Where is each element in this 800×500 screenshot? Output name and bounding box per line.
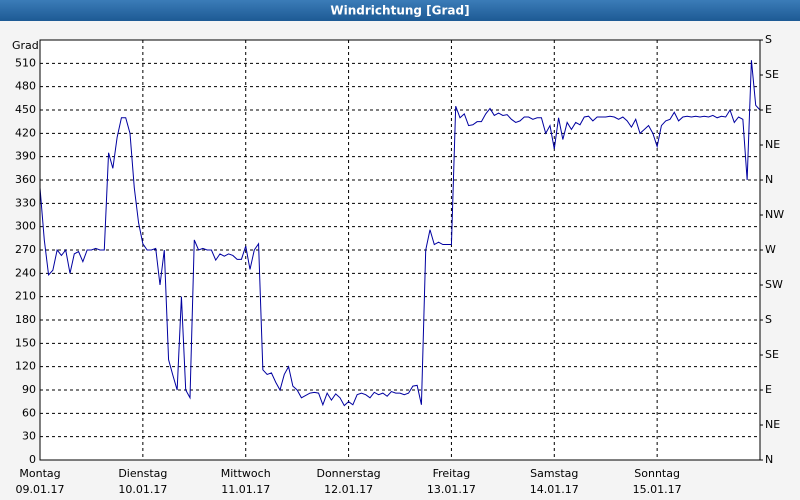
y2-tick-label: S xyxy=(765,33,772,46)
y-tick-label: 240 xyxy=(15,266,36,279)
y2-tick-label: N xyxy=(765,173,773,186)
y-tick-label: 330 xyxy=(15,196,36,209)
y-tick-label: 300 xyxy=(15,220,36,233)
x-tick-date: 14.01.17 xyxy=(530,483,579,496)
x-tick-label: Freitag xyxy=(433,467,471,480)
y2-tick-label: E xyxy=(765,103,772,116)
y2-tick-label: NE xyxy=(765,418,780,431)
y-tick-label: 150 xyxy=(15,336,36,349)
y-tick-label: 120 xyxy=(15,360,36,373)
y2-tick-label: W xyxy=(765,243,776,256)
y-tick-label: 0 xyxy=(29,453,36,466)
y-tick-label: 30 xyxy=(22,430,36,443)
y2-tick-label: S xyxy=(765,313,772,326)
y-tick-label: 480 xyxy=(15,80,36,93)
y-tick-label: 210 xyxy=(15,290,36,303)
x-tick-date: 09.01.17 xyxy=(16,483,65,496)
y-tick-label: 420 xyxy=(15,126,36,139)
y-tick-label: 390 xyxy=(15,150,36,163)
chart-title: Windrichtung [Grad] xyxy=(330,4,469,18)
x-tick-label: Donnerstag xyxy=(316,467,380,480)
x-tick-label: Samstag xyxy=(530,467,578,480)
y-tick-label: 60 xyxy=(22,406,36,419)
y-axis-label: Grad xyxy=(12,39,39,52)
title-bar xyxy=(0,0,800,21)
y2-tick-label: NW xyxy=(765,208,784,221)
y-tick-label: 90 xyxy=(22,383,36,396)
x-tick-label: Mittwoch xyxy=(221,467,271,480)
plot-border xyxy=(39,39,761,461)
x-tick-date: 11.01.17 xyxy=(221,483,270,496)
y2-tick-label: SE xyxy=(765,348,779,361)
x-tick-date: 12.01.17 xyxy=(324,483,373,496)
y2-tick-label: NE xyxy=(765,138,780,151)
y2-tick-label: SW xyxy=(765,278,783,291)
y-tick-label: 510 xyxy=(15,56,36,69)
x-tick-date: 13.01.17 xyxy=(427,483,476,496)
y-tick-label: 360 xyxy=(15,173,36,186)
x-tick-date: 10.01.17 xyxy=(118,483,167,496)
y2-tick-label: N xyxy=(765,453,773,466)
x-tick-label: Dienstag xyxy=(118,467,167,480)
x-tick-label: Sonntag xyxy=(634,467,680,480)
data-line xyxy=(39,60,761,407)
x-tick-label: Montag xyxy=(19,467,60,480)
y-tick-label: 270 xyxy=(15,243,36,256)
y2-tick-label: E xyxy=(765,383,772,396)
y-tick-label: 450 xyxy=(15,103,36,116)
x-tick-date: 15.01.17 xyxy=(633,483,682,496)
y-tick-label: 180 xyxy=(15,313,36,326)
y2-tick-label: SE xyxy=(765,68,779,81)
